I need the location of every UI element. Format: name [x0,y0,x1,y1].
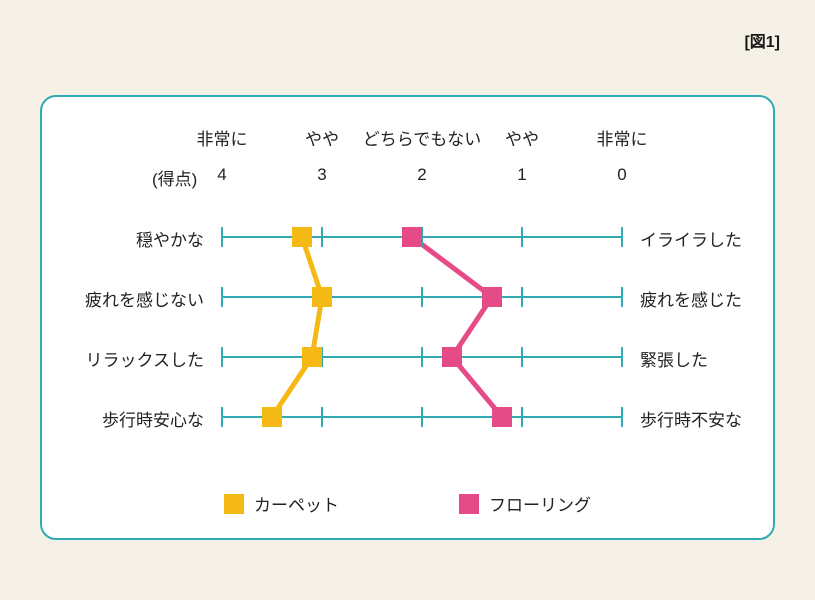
scale-header: 非常に [197,125,248,150]
tick [221,287,223,307]
score-tick-label: 3 [317,165,326,185]
scale-header: やや [505,125,539,150]
series-marker [492,407,512,427]
series-marker [312,287,332,307]
row-label-right: 緊張した [640,346,708,371]
tick [321,407,323,427]
tick [521,227,523,247]
score-tick-label: 1 [517,165,526,185]
score-tick-label: 0 [617,165,626,185]
series-line [412,237,502,417]
series-line [272,237,322,417]
row-label-left: 穏やかな [136,226,204,251]
figure-label: [図1] [744,28,780,52]
tick [621,287,623,307]
tick [321,227,323,247]
tick [621,347,623,367]
tick [421,287,423,307]
legend-swatch [224,494,244,514]
tick [521,347,523,367]
row-label-left: 歩行時安心な [102,406,204,431]
series-marker [302,347,322,367]
chart-area: 非常にややどちらでもないやや非常に(得点)43210穏やかなイライラした疲れを感… [42,97,773,538]
row-label-right: 歩行時不安な [640,406,742,431]
scale-header: やや [305,125,339,150]
row-label-right: 疲れを感じた [640,286,742,311]
legend-swatch [459,494,479,514]
score-tick-label: 4 [217,165,226,185]
tick [521,407,523,427]
series-marker [402,227,422,247]
series-lines [42,97,773,538]
tick [621,407,623,427]
legend-item: カーペット [224,491,339,516]
tick [521,287,523,307]
series-marker [482,287,502,307]
row-label-left: 疲れを感じない [85,286,204,311]
tick [621,227,623,247]
row-label-left: リラックスした [86,346,205,371]
legend-label: フローリング [489,491,591,516]
tick [221,407,223,427]
legend-item: フローリング [459,491,591,516]
scale-header: 非常に [597,125,648,150]
series-marker [262,407,282,427]
score-axis-label: (得点) [152,165,197,190]
row-label-right: イライラした [640,226,742,251]
scale-header: どちらでもない [363,125,482,150]
tick [221,347,223,367]
chart-panel: 非常にややどちらでもないやや非常に(得点)43210穏やかなイライラした疲れを感… [40,95,775,540]
tick [221,227,223,247]
tick [421,347,423,367]
series-marker [292,227,312,247]
score-tick-label: 2 [417,165,426,185]
legend-label: カーペット [254,491,339,516]
series-marker [442,347,462,367]
tick [421,407,423,427]
legend: カーペット フローリング [42,491,773,516]
